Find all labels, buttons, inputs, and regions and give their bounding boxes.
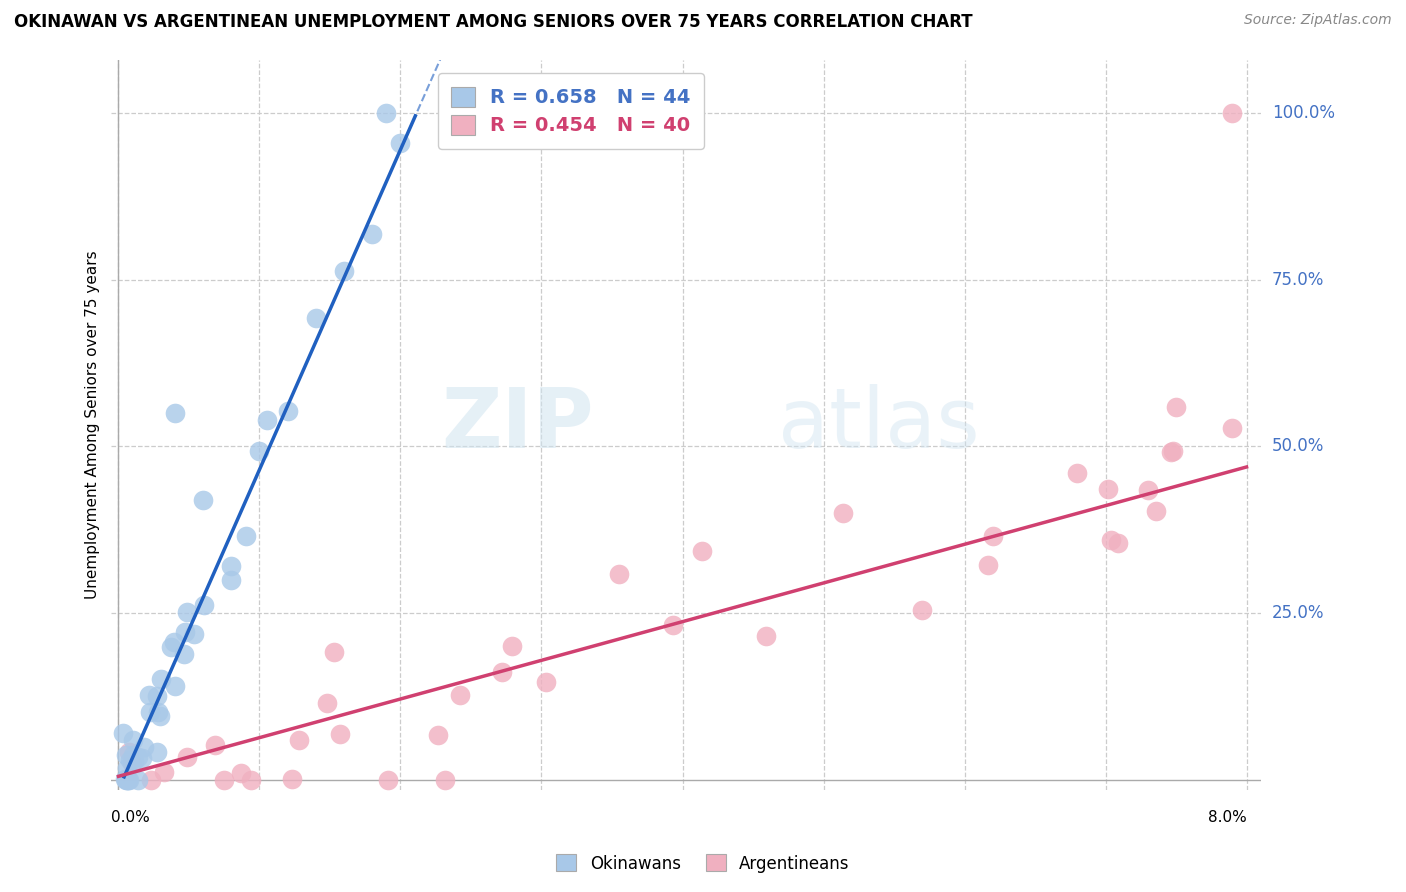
Point [1164,400,1187,414]
Point [146,689,169,703]
Point [229,766,252,780]
Point [981,529,1004,543]
Point [607,567,630,582]
Point [219,559,242,574]
Point [662,617,685,632]
Point [361,227,384,242]
Point [122,748,145,763]
Point [256,413,278,427]
Point [183,627,205,641]
Point [1144,504,1167,518]
Point [163,406,186,420]
Point [1107,536,1129,550]
Point [146,745,169,759]
Point [501,639,523,653]
Text: 50.0%: 50.0% [1272,437,1324,455]
Text: 0.0%: 0.0% [111,810,150,825]
Point [139,706,162,720]
Point [153,764,176,779]
Text: 8.0%: 8.0% [1208,810,1247,825]
Point [159,640,181,655]
Point [115,772,138,787]
Point [389,136,412,151]
Point [249,444,271,458]
Text: OKINAWAN VS ARGENTINEAN UNEMPLOYMENT AMONG SENIORS OVER 75 YEARS CORRELATION CHA: OKINAWAN VS ARGENTINEAN UNEMPLOYMENT AMO… [14,13,973,31]
Point [491,665,513,679]
Point [127,772,149,787]
Point [115,761,138,775]
Point [375,106,398,120]
Point [1222,421,1244,435]
Point [114,772,136,786]
Text: ZIP: ZIP [441,384,595,465]
Point [120,754,142,768]
Text: 100.0%: 100.0% [1272,104,1334,122]
Point [277,404,299,418]
Point [121,756,143,770]
Text: Source: ZipAtlas.com: Source: ZipAtlas.com [1244,13,1392,28]
Point [118,745,141,759]
Point [235,529,257,543]
Legend: R = 0.658   N = 44, R = 0.454   N = 40: R = 0.658 N = 44, R = 0.454 N = 40 [437,73,704,149]
Point [165,679,187,693]
Point [174,625,197,640]
Point [149,709,172,723]
Point [176,750,198,764]
Point [122,733,145,747]
Point [173,647,195,661]
Point [427,728,450,742]
Point [1137,483,1160,498]
Point [536,675,558,690]
Text: 25.0%: 25.0% [1272,604,1324,622]
Legend: Okinawans, Argentineans: Okinawans, Argentineans [550,847,856,880]
Point [163,634,186,648]
Point [117,772,139,787]
Point [911,603,934,617]
Point [138,689,160,703]
Point [1066,466,1088,480]
Point [329,727,352,741]
Point [1222,106,1244,120]
Point [134,739,156,754]
Point [333,264,356,278]
Point [449,688,471,702]
Point [1160,445,1182,459]
Point [114,747,136,762]
Text: atlas: atlas [778,384,980,465]
Point [193,598,215,612]
Text: 75.0%: 75.0% [1272,270,1324,289]
Point [1161,444,1184,458]
Point [240,772,263,787]
Point [377,772,399,787]
Point [316,696,339,710]
Point [288,733,311,747]
Point [433,772,456,787]
Point [117,772,139,787]
Point [191,492,214,507]
Point [204,738,226,752]
Point [122,754,145,768]
Point [150,673,173,687]
Point [131,751,153,765]
Point [755,629,778,643]
Point [690,543,713,558]
Point [1097,482,1119,496]
Point [148,706,170,720]
Point [322,645,344,659]
Point [831,506,853,520]
Point [219,573,242,587]
Y-axis label: Unemployment Among Seniors over 75 years: Unemployment Among Seniors over 75 years [86,251,100,599]
Point [1099,533,1122,548]
Point [305,311,328,326]
Point [139,772,162,787]
Point [112,726,135,740]
Point [114,772,136,787]
Point [281,772,304,786]
Point [127,750,149,764]
Point [977,558,1000,572]
Point [212,772,235,787]
Point [176,606,198,620]
